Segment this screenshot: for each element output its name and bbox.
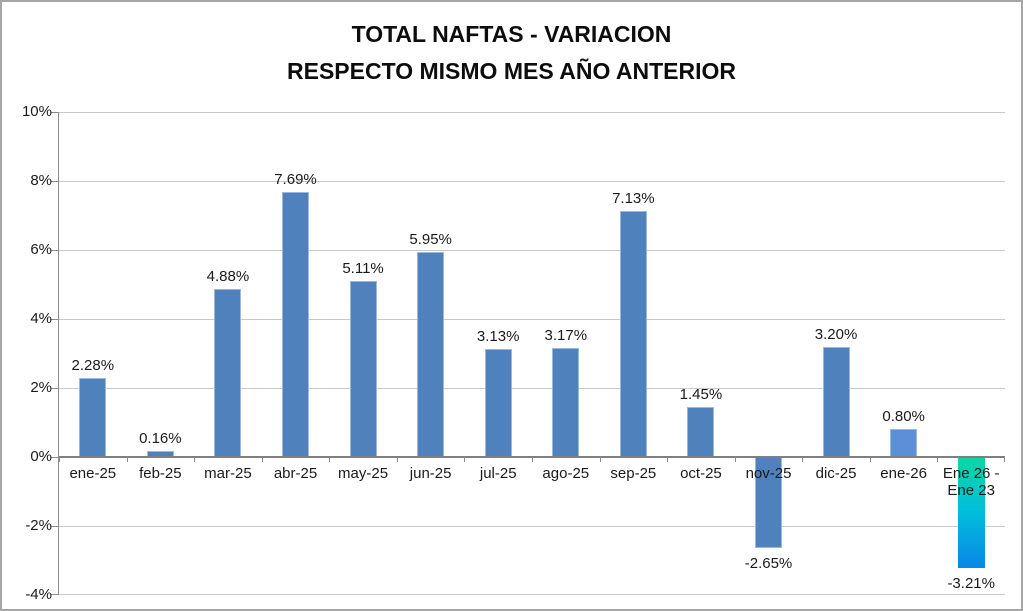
gridline bbox=[59, 181, 1005, 182]
bar-data-label: 7.13% bbox=[612, 190, 655, 207]
x-axis-category-label: may-25 bbox=[338, 465, 389, 482]
gridline bbox=[59, 594, 1005, 595]
x-axis-category-label: ene-26 bbox=[880, 465, 927, 482]
x-axis-category-label: ene-25 bbox=[69, 465, 117, 482]
y-tick-mark bbox=[51, 181, 58, 182]
x-axis-category-label: dic-25 bbox=[815, 465, 857, 482]
x-axis-category-label: nov-25 bbox=[745, 465, 792, 482]
bar bbox=[822, 346, 850, 457]
bar bbox=[619, 211, 647, 457]
y-tick-mark bbox=[51, 457, 58, 458]
x-axis-category-label: jul-25 bbox=[479, 465, 517, 482]
x-axis-category-label: oct-25 bbox=[680, 465, 722, 482]
x-axis-category-label: sep-25 bbox=[610, 465, 657, 482]
bar-data-label: 7.69% bbox=[274, 170, 317, 188]
x-axis-category-label: mar-25 bbox=[204, 465, 252, 482]
x-tick-mark bbox=[262, 457, 263, 462]
x-tick-mark bbox=[464, 457, 465, 462]
y-tick-mark bbox=[51, 388, 58, 389]
bar-data-label: 5.11% bbox=[342, 259, 384, 277]
bar bbox=[687, 406, 715, 457]
bar bbox=[755, 457, 782, 549]
x-tick-mark bbox=[735, 457, 736, 462]
bar bbox=[79, 378, 107, 457]
x-axis-category-label: jun-25 bbox=[409, 465, 452, 482]
y-tick-mark bbox=[51, 526, 58, 527]
bar bbox=[417, 251, 445, 457]
y-axis-tick-label: 10% bbox=[21, 103, 52, 120]
x-tick-mark bbox=[802, 457, 803, 462]
y-axis-line bbox=[58, 112, 59, 595]
bar bbox=[552, 347, 580, 457]
x-axis-category-label: Ene 26 - Ene 23 bbox=[942, 465, 1000, 499]
x-tick-mark bbox=[194, 457, 195, 462]
y-axis-tick-label: -2% bbox=[25, 517, 52, 534]
x-tick-mark bbox=[59, 457, 60, 462]
x-tick-mark bbox=[870, 457, 871, 462]
bar-data-label: -3.21% bbox=[947, 574, 995, 592]
bar-data-label: 3.17% bbox=[544, 326, 588, 344]
bar-data-label: 5.95% bbox=[409, 230, 452, 248]
gridline bbox=[59, 526, 1005, 527]
x-axis-category-label: feb-25 bbox=[139, 465, 182, 482]
bar-data-label: 0.16% bbox=[139, 430, 182, 448]
y-axis-tick-label: 0% bbox=[30, 448, 52, 465]
y-axis-tick-label: 8% bbox=[30, 172, 52, 189]
x-tick-mark bbox=[1004, 457, 1005, 462]
y-axis-tick-label: 4% bbox=[30, 310, 52, 327]
x-tick-mark bbox=[667, 457, 668, 462]
bar bbox=[484, 349, 512, 457]
x-tick-mark bbox=[600, 457, 601, 462]
bar-data-label: 4.88% bbox=[206, 267, 250, 285]
y-axis-tick-label: -4% bbox=[25, 586, 52, 603]
chart-title-line1: TOTAL NAFTAS - VARIACION bbox=[351, 21, 672, 47]
gridline bbox=[59, 319, 1005, 320]
bar-data-label: 2.28% bbox=[71, 357, 115, 375]
gridline bbox=[59, 388, 1005, 389]
x-tick-mark bbox=[127, 457, 128, 462]
x-axis-category-label: ago-25 bbox=[542, 465, 590, 482]
bar bbox=[214, 288, 242, 457]
bar-data-label: 0.80% bbox=[882, 408, 925, 426]
plot-area: 10% 8% 6% 4% 2% 0% -2% -4% 2.28% ene-25 0.16% feb-2… bbox=[22, 103, 1005, 603]
x-tick-mark bbox=[937, 457, 938, 462]
gridline bbox=[59, 112, 1005, 113]
y-axis-tick-label: 6% bbox=[30, 241, 52, 258]
chart-title-line2: RESPECTO MISMO MES AÑO ANTERIOR bbox=[287, 58, 736, 84]
gridline bbox=[59, 250, 1005, 251]
chart-title: TOTAL NAFTAS - VARIACION RESPECTO MISMO … bbox=[2, 16, 1021, 90]
x-axis-category-label: abr-25 bbox=[273, 465, 318, 482]
y-tick-mark bbox=[51, 594, 58, 595]
bar bbox=[890, 429, 918, 457]
bar bbox=[349, 280, 377, 457]
x-tick-mark bbox=[397, 457, 398, 462]
y-tick-mark bbox=[51, 319, 58, 320]
y-tick-mark bbox=[51, 112, 58, 113]
bar-data-label: -2.65% bbox=[744, 555, 793, 573]
bar-data-label: 3.13% bbox=[476, 328, 520, 345]
x-tick-mark bbox=[532, 457, 533, 462]
bar-data-label: 1.45% bbox=[679, 385, 723, 403]
bar-data-label: 3.20% bbox=[814, 325, 858, 343]
bar bbox=[282, 191, 309, 457]
y-axis-tick-label: 2% bbox=[30, 379, 52, 396]
y-tick-mark bbox=[51, 250, 58, 251]
bar bbox=[957, 457, 985, 568]
x-tick-mark bbox=[329, 457, 330, 462]
